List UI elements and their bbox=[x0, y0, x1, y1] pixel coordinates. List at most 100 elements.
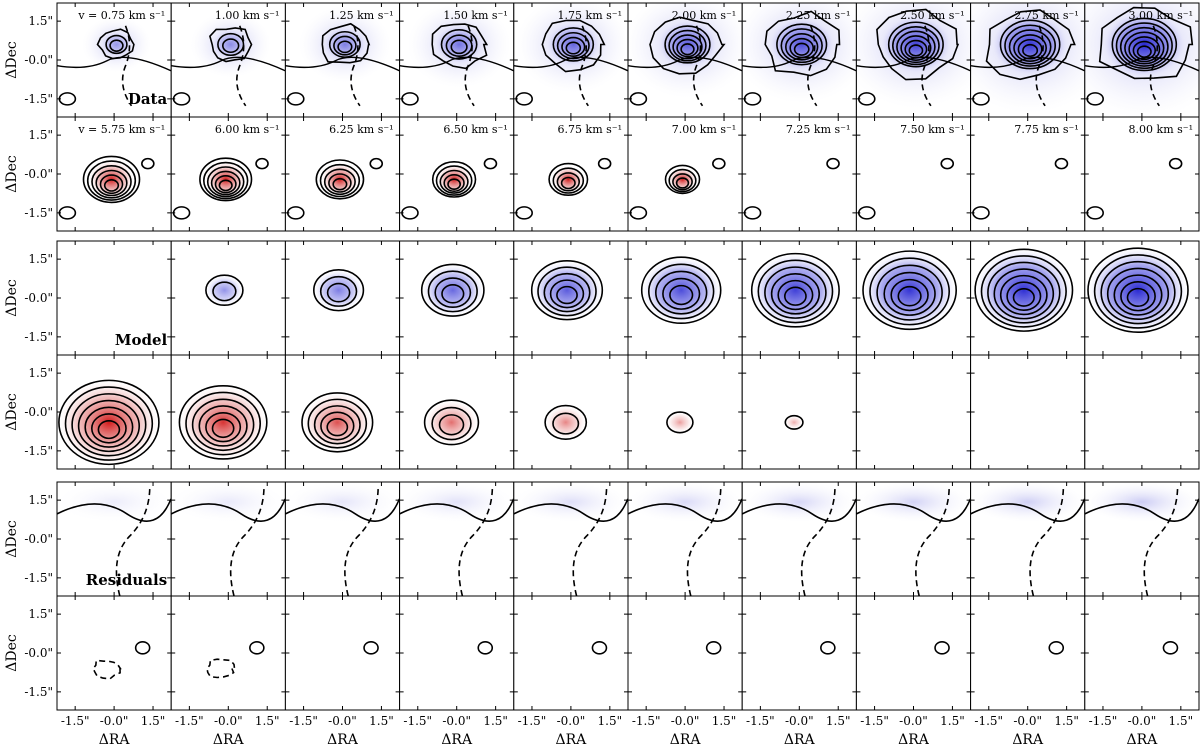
blue-contour-0 bbox=[552, 27, 595, 62]
noise-contour bbox=[285, 56, 400, 72]
model-contour-0 bbox=[58, 379, 160, 466]
model-emission bbox=[666, 412, 693, 433]
blue-contour-0 bbox=[440, 29, 478, 60]
y-tick-label: -1.5" bbox=[24, 444, 53, 458]
velocity-label: 3.00 km s⁻¹ bbox=[1129, 9, 1193, 22]
red-contour-0 bbox=[664, 164, 701, 195]
blue-contour-2 bbox=[561, 36, 586, 57]
panel-model-blue-4 bbox=[513, 240, 629, 356]
model-contour-1 bbox=[648, 263, 715, 320]
model-contour-0 bbox=[178, 384, 268, 460]
panel-model-blue-1 bbox=[170, 240, 286, 356]
model-contour-1 bbox=[212, 281, 237, 302]
model-contour-6 bbox=[97, 419, 121, 440]
y-tick-label: 1.5" bbox=[28, 366, 53, 380]
blue-contour-2 bbox=[1008, 29, 1052, 65]
model-contour-1 bbox=[431, 406, 472, 441]
velocity-label: v = 5.75 km s⁻¹ bbox=[77, 123, 165, 136]
panel-residuals-blue-8 bbox=[970, 481, 1086, 597]
red-contour-0 bbox=[548, 162, 589, 197]
panel-data-blue-7: 2.50 km s⁻¹ bbox=[855, 2, 972, 118]
model-contour-5 bbox=[91, 413, 127, 444]
emission-core-blue bbox=[324, 27, 366, 62]
residual-small-contour bbox=[1162, 641, 1179, 655]
blue-contour-4 bbox=[1017, 38, 1043, 60]
residual-contour bbox=[171, 498, 286, 522]
blue-contour-5 bbox=[908, 44, 924, 57]
emission-core-blue bbox=[435, 25, 483, 64]
residual-small-contour bbox=[249, 641, 265, 655]
y-tick-label: 1.5" bbox=[28, 128, 53, 142]
model-contour-0 bbox=[313, 269, 365, 312]
x-tick-label: -1.5" bbox=[1089, 714, 1118, 728]
velocity-label: 1.00 km s⁻¹ bbox=[215, 9, 279, 22]
model-contour-3 bbox=[77, 399, 141, 453]
y-tick-label: -1.5" bbox=[24, 685, 53, 699]
model-contour-4 bbox=[556, 285, 578, 305]
panel-data-red-3: 6.50 km s⁻¹ bbox=[399, 116, 515, 232]
red-contour-2 bbox=[91, 165, 132, 199]
panel-model-red-3 bbox=[399, 354, 515, 470]
model-contour-1 bbox=[307, 398, 368, 449]
blue-contour-5 bbox=[1022, 43, 1039, 58]
model-emission bbox=[179, 385, 267, 459]
small-contour bbox=[141, 157, 155, 170]
panel-model-red-9 bbox=[1084, 354, 1200, 470]
x-tick-label: -1.5" bbox=[860, 714, 889, 728]
residual-contour bbox=[856, 498, 971, 522]
noise-contour bbox=[970, 56, 1085, 72]
residual-contour bbox=[742, 498, 857, 522]
model-contour-0 bbox=[205, 274, 244, 307]
blue-contour-1 bbox=[222, 38, 240, 54]
model-contour-4 bbox=[777, 279, 814, 311]
residual-contour bbox=[628, 498, 743, 522]
residual-small-contour bbox=[591, 641, 608, 655]
blue-contour-1 bbox=[556, 31, 590, 60]
residual-emission bbox=[628, 482, 743, 522]
panel-data-red-4: 6.75 km s⁻¹ bbox=[513, 116, 629, 232]
group-label-data: Data bbox=[128, 90, 168, 108]
model-contour-0 bbox=[301, 392, 374, 453]
noise-contour bbox=[1084, 56, 1200, 72]
blue-contour-4 bbox=[793, 42, 810, 56]
velocity-label: 1.25 km s⁻¹ bbox=[329, 9, 393, 22]
residual-emission bbox=[513, 482, 628, 522]
residual-negative-contour bbox=[686, 485, 722, 596]
panel-model-red-8 bbox=[970, 354, 1086, 470]
model-contour-2 bbox=[655, 270, 708, 315]
velocity-label: 6.50 km s⁻¹ bbox=[443, 123, 507, 136]
blue-contour-2 bbox=[450, 39, 468, 55]
x-tick-label: -0.0" bbox=[671, 714, 700, 728]
panel-residuals-red-5 bbox=[627, 595, 743, 711]
model-contour-6 bbox=[1126, 287, 1150, 308]
y-tick-label: 1.5" bbox=[28, 493, 53, 507]
model-contour-0 bbox=[784, 414, 804, 430]
panel-data-red-1: 6.00 km s⁻¹ bbox=[170, 116, 286, 232]
residual-negative-contour bbox=[92, 659, 122, 680]
red-contour-5 bbox=[218, 179, 233, 192]
y-tick-label: -1.5" bbox=[24, 330, 53, 344]
panel-model-red-1 bbox=[170, 354, 286, 470]
velocity-label: v = 0.75 km s⁻¹ bbox=[77, 9, 165, 22]
residual-small-contour bbox=[1048, 641, 1065, 655]
noise-contour bbox=[513, 56, 628, 72]
residual-emission bbox=[285, 482, 400, 522]
x-tick-label: -1.5" bbox=[175, 714, 204, 728]
panel-model-blue-2 bbox=[284, 240, 401, 356]
x-tick-label: 1.5" bbox=[1054, 714, 1079, 728]
x-tick-label: -1.5" bbox=[289, 714, 318, 728]
velocity-label: 7.00 km s⁻¹ bbox=[672, 123, 736, 136]
red-contour-1 bbox=[435, 165, 473, 196]
residual-small-contour bbox=[134, 641, 151, 655]
velocity-label: 6.25 km s⁻¹ bbox=[329, 123, 393, 136]
red-contour-4 bbox=[447, 178, 462, 191]
red-contour-4 bbox=[99, 174, 124, 195]
negative-contour bbox=[235, 25, 247, 107]
panel-data-red-7: 7.50 km s⁻¹ bbox=[855, 116, 972, 232]
negative-contour bbox=[350, 25, 361, 107]
red-contour-0 bbox=[199, 157, 253, 202]
panel-residuals-red-8 bbox=[970, 595, 1086, 711]
x-tick-label: -0.0" bbox=[1013, 714, 1042, 728]
negative-contour bbox=[1149, 25, 1160, 107]
x-tick-label: 1.5" bbox=[598, 714, 623, 728]
